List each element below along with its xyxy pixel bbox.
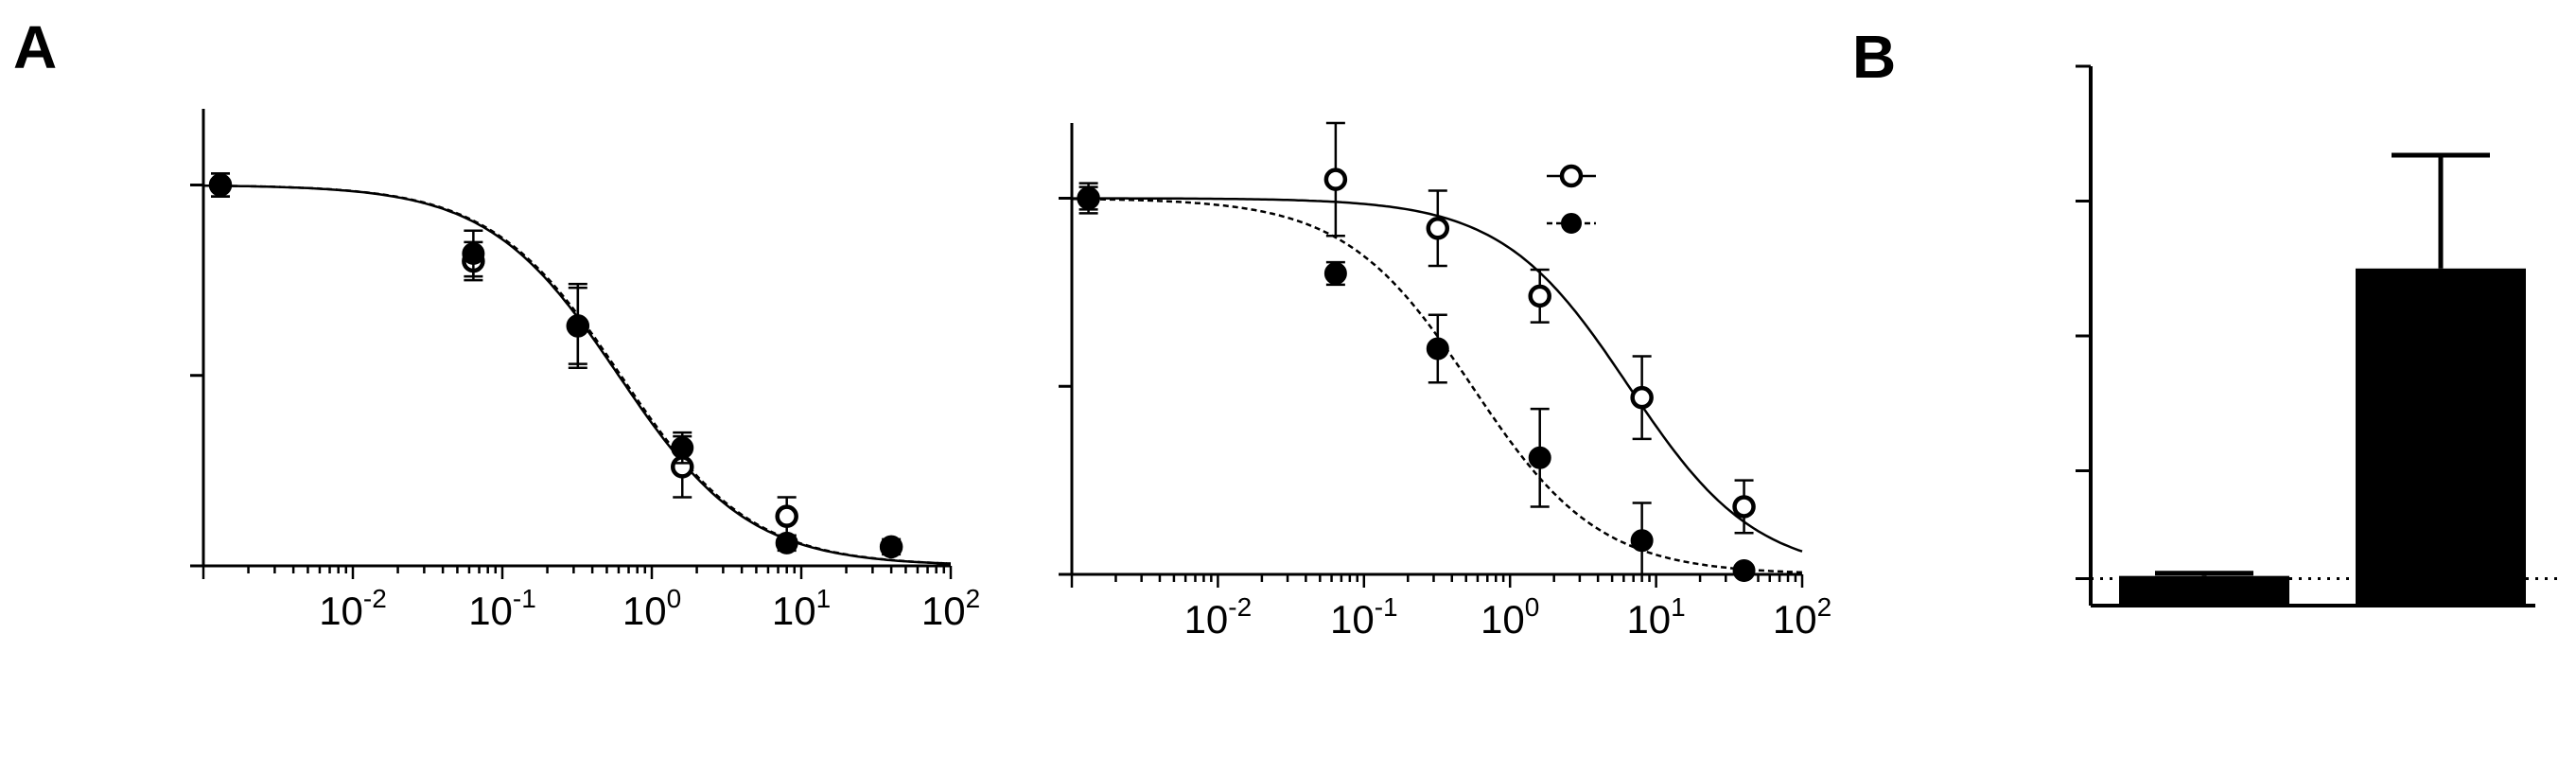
x-tick-base: 10: [468, 589, 513, 633]
x-tick-label: 100: [622, 584, 681, 633]
panel-letter-a: A: [13, 13, 57, 81]
data-point-nef: [775, 504, 798, 528]
x-tick-exponent: -1: [1375, 592, 1398, 622]
data-point-nef: [671, 436, 694, 460]
x-tick-base: 10: [622, 589, 667, 633]
x-tick-exponent: 0: [667, 584, 682, 613]
data-point-nef: [1426, 217, 1450, 240]
x-tick-label: 102: [921, 584, 980, 633]
x-tick-base: 10: [319, 589, 363, 633]
dose-response-chart-2g12: 10-2 10-1 100 101 102: [190, 109, 980, 633]
data-point-nef: [1077, 186, 1100, 210]
bar-2g12: [2119, 575, 2289, 606]
x-tick-exponent: 1: [816, 584, 832, 613]
x-tick-exponent: -1: [513, 584, 536, 613]
data-point-nef: [566, 314, 589, 338]
x-tick-label: 10-1: [468, 584, 536, 633]
x-tick-label: 100: [1481, 592, 1539, 642]
x-tick-exponent: 1: [1671, 592, 1686, 622]
x-tick-label: 10-1: [1330, 592, 1398, 642]
x-tick-base: 10: [1773, 597, 1817, 642]
x-tick-base: 10: [772, 589, 816, 633]
data-point-nef: [1630, 385, 1654, 410]
data-point-nef: [1528, 284, 1551, 308]
x-tick-exponent: -2: [363, 584, 387, 613]
x-tick-exponent: 0: [1525, 592, 1540, 622]
data-point-nef: [880, 535, 903, 558]
panel-letter-b: B: [1852, 23, 1896, 91]
x-tick-exponent: -2: [1228, 592, 1252, 622]
data-point-nef: [1732, 495, 1756, 519]
x-tick-base: 10: [1626, 597, 1671, 642]
bar-4e10: [2356, 268, 2526, 606]
x-tick-base: 10: [1330, 597, 1375, 642]
x-tick-base: 10: [1481, 597, 1525, 642]
data-point-nef: [1732, 559, 1756, 583]
x-tick-label: 10-2: [1184, 592, 1253, 642]
legend-marker: [1559, 164, 1584, 188]
data-point-nef: [1528, 446, 1551, 469]
x-tick-exponent: 2: [1817, 592, 1832, 622]
x-tick-base: 10: [1184, 597, 1229, 642]
dose-response-chart-4e10: 10-2 10-1 100 101 102: [1059, 121, 1831, 642]
data-point-nef: [1630, 529, 1654, 553]
x-tick-label: 101: [1626, 592, 1685, 642]
x-tick-base: 10: [921, 589, 966, 633]
data-point-nef: [1426, 337, 1449, 361]
data-point-nef: [462, 241, 485, 265]
ic50-fold-increase-bar-chart: [2076, 64, 2564, 607]
x-tick-label: 101: [772, 584, 831, 633]
fit-curve-nef: [203, 184, 952, 565]
legend-marker: [1561, 213, 1582, 234]
data-point-nef: [209, 173, 233, 197]
x-tick-exponent: 2: [966, 584, 981, 613]
data-point-nef: [1323, 262, 1347, 285]
x-tick-label: 102: [1773, 592, 1831, 642]
data-point-nef: [775, 531, 798, 555]
fit-curve-nef: [202, 184, 952, 565]
data-point-nef: [1323, 167, 1348, 191]
x-tick-label: 10-2: [319, 584, 387, 633]
